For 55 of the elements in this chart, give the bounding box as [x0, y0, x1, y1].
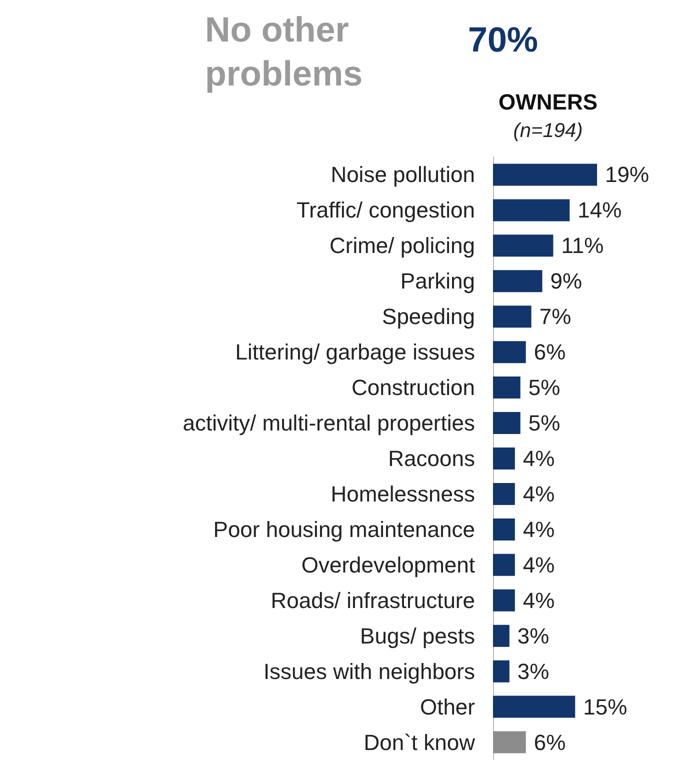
data-label: 5% [528, 375, 560, 400]
data-label: 4% [522, 588, 555, 613]
y-tick-label: Bugs/ pests [360, 623, 475, 648]
bar [493, 270, 542, 292]
data-label: 6% [534, 730, 566, 755]
bar [493, 341, 526, 364]
data-label: 9% [550, 268, 582, 294]
bar [493, 696, 576, 718]
y-tick-label: Noise pollution [330, 162, 475, 188]
y-tick-label: Littering/ garbage issues [235, 340, 475, 365]
y-tick-label: Roads/ infrastructure [270, 588, 475, 613]
y-tick-label: Construction [351, 375, 475, 400]
data-label: 19% [605, 162, 650, 188]
bar [493, 660, 510, 682]
data-label: 7% [539, 304, 572, 330]
bar [493, 624, 510, 647]
y-tick-label: Crime/ policing [330, 233, 475, 258]
y-tick-label: Traffic/ congestion [296, 198, 475, 223]
y-tick-label: Racoons [388, 446, 475, 471]
y-tick-label: Poor housing maintenance [213, 516, 475, 542]
text: No other problems [205, 10, 363, 94]
bar [493, 199, 570, 222]
data-label: 11% [561, 233, 604, 258]
bar [493, 412, 520, 434]
y-tick-label: Don`t know [364, 730, 476, 755]
bar [493, 589, 515, 612]
bar [493, 482, 515, 505]
bar [493, 731, 526, 754]
data-label: 4% [522, 516, 555, 542]
data-label: 14% [578, 198, 622, 223]
y-tick-label: Other [420, 694, 475, 720]
bar [493, 518, 515, 540]
y-tick-label: Parking [400, 268, 475, 294]
text: 70% [468, 20, 538, 60]
data-label: 4% [522, 552, 555, 578]
chart-title: OWNERS [498, 90, 598, 114]
data-label: 3% [517, 658, 550, 684]
data-label: 4% [522, 481, 555, 506]
bar [493, 448, 515, 470]
y-tick-label: activity/ multi-rental properties [182, 410, 475, 436]
data-label: 5% [528, 410, 560, 436]
chart-subtitle: (n=194) [513, 120, 583, 142]
data-label: 6% [534, 340, 566, 365]
y-tick-label: Speeding [382, 304, 475, 330]
y-tick-label: Homelessness [330, 481, 475, 506]
bar [493, 376, 520, 399]
y-tick-label: Issues with neighbors [263, 658, 475, 684]
bar [493, 554, 515, 576]
data-label: 4% [522, 446, 555, 471]
data-label: 3% [517, 623, 550, 648]
y-tick-label: Overdevelopment [301, 552, 475, 578]
bar [493, 306, 532, 328]
bar [493, 164, 598, 186]
data-label: 15% [583, 694, 628, 720]
bar [493, 234, 554, 257]
